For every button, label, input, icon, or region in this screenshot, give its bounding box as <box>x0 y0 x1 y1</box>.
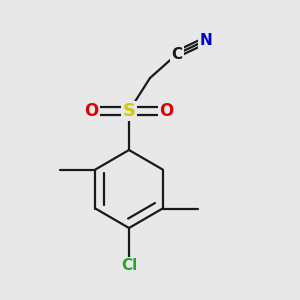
Text: S: S <box>122 102 136 120</box>
Text: O: O <box>159 102 174 120</box>
Text: Cl: Cl <box>121 258 137 273</box>
Text: N: N <box>199 33 212 48</box>
Text: O: O <box>84 102 99 120</box>
Text: C: C <box>171 46 183 62</box>
